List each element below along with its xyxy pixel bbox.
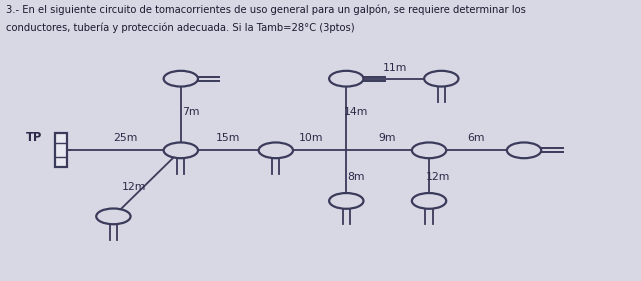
Text: 7m: 7m (183, 107, 200, 117)
Text: 14m: 14m (344, 107, 368, 117)
Circle shape (412, 142, 446, 158)
Circle shape (412, 193, 446, 209)
Circle shape (329, 193, 363, 209)
Text: 10m: 10m (299, 133, 324, 143)
Text: 3.- En el siguiente circuito de tomacorrientes de uso general para un galpón, se: 3.- En el siguiente circuito de tomacorr… (6, 4, 526, 15)
Circle shape (507, 142, 541, 158)
Text: 12m: 12m (121, 182, 146, 192)
Text: 15m: 15m (216, 133, 240, 143)
Bar (55, 133, 67, 167)
Text: 12m: 12m (426, 172, 451, 182)
Circle shape (424, 71, 458, 87)
Text: 6m: 6m (467, 133, 485, 143)
Text: TP: TP (26, 131, 42, 144)
Circle shape (163, 71, 198, 87)
Text: 8m: 8m (347, 172, 364, 182)
Circle shape (96, 209, 131, 224)
Circle shape (329, 71, 363, 87)
Text: 11m: 11m (383, 63, 408, 73)
Circle shape (163, 142, 198, 158)
Text: 9m: 9m (379, 133, 396, 143)
Text: 25m: 25m (113, 133, 138, 143)
Text: conductores, tubería y protección adecuada. Si la Tamb=28°C (3ptos): conductores, tubería y protección adecua… (6, 22, 354, 33)
Circle shape (259, 142, 293, 158)
